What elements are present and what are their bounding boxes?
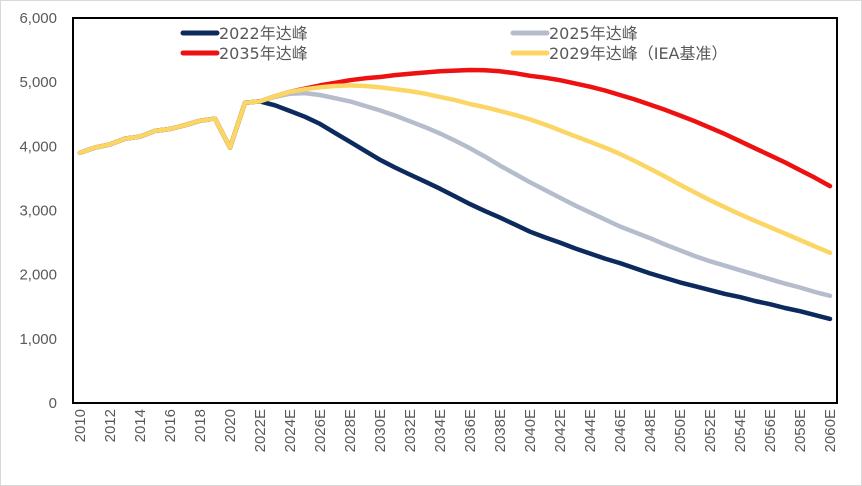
x-tick-label: 2030E: [372, 409, 389, 452]
x-tick-label: 2036E: [462, 409, 479, 452]
legend-item: 2029年达峰（IEA基准）: [510, 44, 728, 63]
x-tick-label: 2020: [222, 409, 239, 442]
x-tick-label: 2018: [192, 409, 209, 442]
x-tick-label: 2046E: [612, 409, 629, 452]
x-tick-label: 2024E: [282, 409, 299, 452]
y-tick-label: 1,000: [19, 331, 57, 348]
x-tick-label: 2052E: [702, 409, 719, 452]
series-line-2: [77, 67, 833, 189]
legend-item: 2022年达峰: [180, 24, 308, 43]
y-tick-label: 0: [49, 395, 57, 412]
x-tick-label: 2022E: [252, 409, 269, 452]
x-tick-label: 2038E: [492, 409, 509, 452]
x-tick-label: 2054E: [732, 409, 749, 452]
y-axis-ticks: 0 1,000 2,000 3,000 4,000 5,000 6,000: [19, 10, 57, 412]
x-tick-label: 2040E: [522, 409, 539, 452]
x-tick-label: 2056E: [762, 409, 779, 452]
x-tick-label: 2028E: [342, 409, 359, 452]
legend-item: 2035年达峰: [180, 44, 308, 63]
x-tick-label: 2050E: [672, 409, 689, 452]
x-tick-label: 2026E: [312, 409, 329, 452]
x-axis-ticks: 2010 2012 2014 2016 2018 2020 2022E 2024E 2026E 2…: [72, 409, 839, 452]
x-tick-label: 2048E: [642, 409, 659, 452]
x-tick-label: 2032E: [402, 409, 419, 452]
legend-label: 2029年达峰（IEA基准）: [549, 44, 728, 63]
x-tick-label: 2060E: [822, 409, 839, 452]
y-tick-label: 3,000: [19, 203, 57, 220]
x-tick-label: 2034E: [432, 409, 449, 452]
legend-label: 2035年达峰: [219, 44, 308, 63]
y-tick-label: 5,000: [19, 74, 57, 91]
x-tick-label: 2044E: [582, 409, 599, 452]
series-lines: [77, 67, 833, 322]
legend: 2022年达峰 2025年达峰 2035年达峰 2029年达峰（IEA基准）: [180, 24, 728, 63]
legend-item: 2025年达峰: [510, 24, 638, 43]
y-tick-label: 6,000: [19, 10, 57, 27]
x-tick-label: 2042E: [552, 409, 569, 452]
x-tick-label: 2016: [162, 409, 179, 442]
plot-frame: [72, 17, 838, 404]
x-tick-label: 2010: [72, 409, 89, 442]
x-tick-label: 2058E: [792, 409, 809, 452]
x-tick-label: 2014: [132, 409, 149, 442]
legend-label: 2025年达峰: [549, 24, 638, 43]
y-tick-label: 4,000: [19, 138, 57, 155]
x-tick-label: 2012: [102, 409, 119, 442]
legend-label: 2022年达峰: [219, 24, 308, 43]
series-line-0: [77, 99, 833, 322]
y-tick-label: 2,000: [19, 267, 57, 284]
series-line-3: [77, 83, 833, 256]
